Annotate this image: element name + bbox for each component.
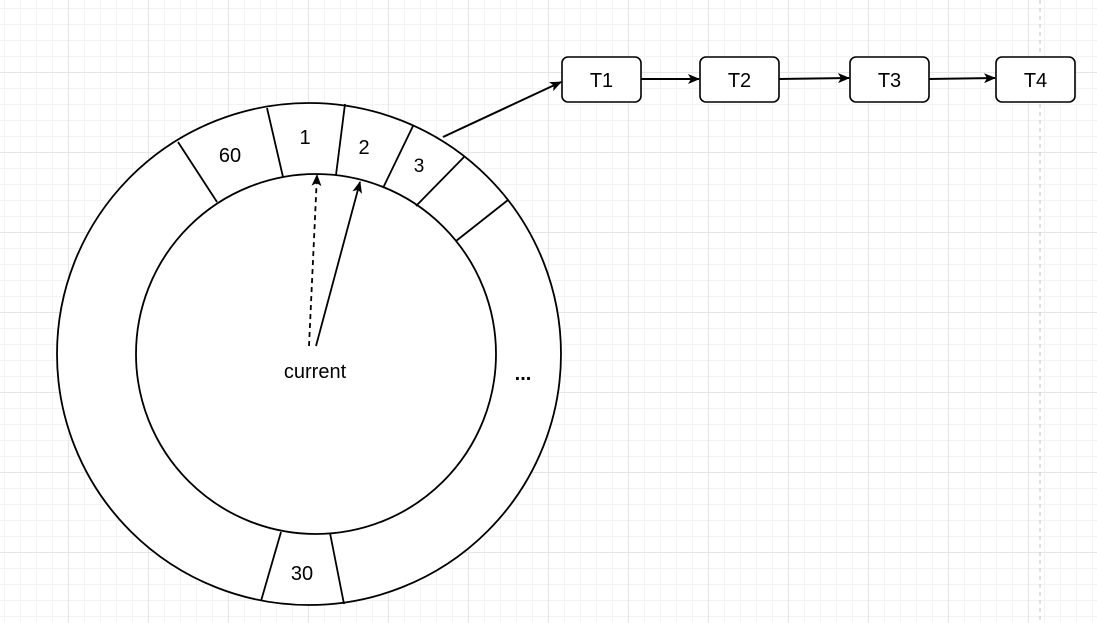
slot-label-3: 3 [414, 156, 425, 177]
task-node-t3-box [849, 56, 930, 103]
slot-divider-3-4 [415, 155, 466, 207]
task-node-t1: T1 [561, 56, 642, 103]
slot-divider-4-5 [455, 199, 509, 242]
slot-divider-60-left [177, 141, 218, 203]
current-pointer-arrow [315, 181, 362, 347]
slot-label-1: 1 [299, 127, 310, 149]
slot-label-2: 2 [358, 137, 369, 159]
task-arrow-t2-t3 [778, 73, 850, 84]
current-pointer-label: current [284, 361, 347, 383]
slot-label-60: 60 [219, 145, 241, 167]
task-node-t2: T2 [699, 56, 780, 103]
task-node-t4: T4 [995, 56, 1076, 103]
wheel-inner-circle [135, 173, 497, 535]
slot-divider-30-right [329, 532, 345, 605]
slot-divider-1-2 [335, 103, 346, 176]
task-node-t4-box [995, 56, 1076, 103]
previous-pointer-arrow [308, 174, 322, 347]
slot-divider-60-1 [266, 107, 284, 178]
slot-divider-30-left [260, 531, 282, 602]
task-node-t3-label: T3 [878, 70, 901, 92]
task-arrow-t3-t4 [928, 73, 996, 84]
slot-label-30: 30 [291, 563, 313, 585]
slot-label-ellipsis: ... [515, 363, 532, 385]
task-node-t2-box [699, 56, 780, 103]
task-node-t1-label: T1 [590, 70, 613, 92]
task-node-t4-label: T4 [1024, 70, 1047, 92]
task-node-t2-label: T2 [728, 70, 751, 92]
task-node-t3: T3 [849, 56, 930, 103]
slot-to-task-arrow [442, 81, 562, 138]
slot-divider-2-3 [382, 125, 414, 189]
